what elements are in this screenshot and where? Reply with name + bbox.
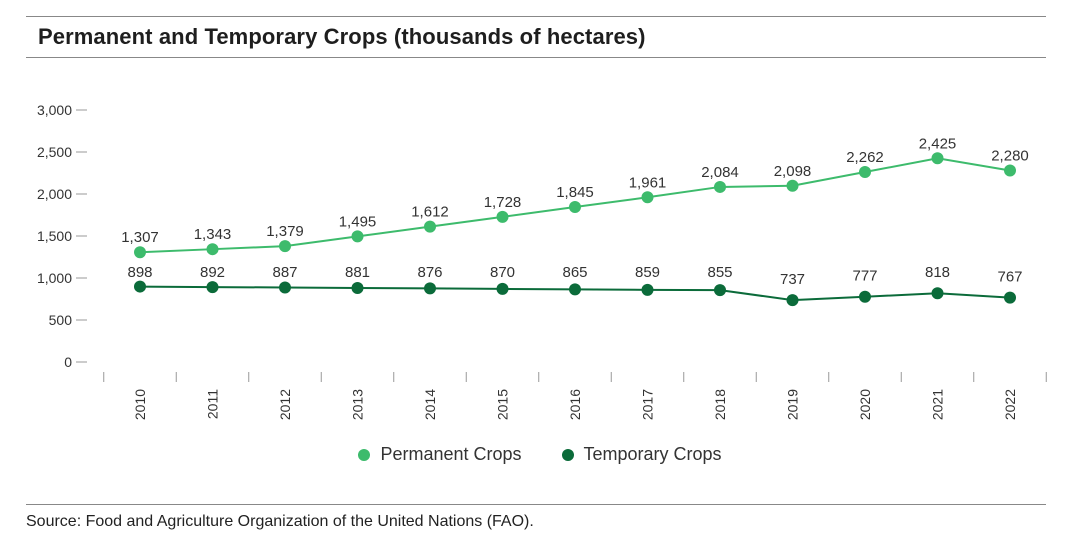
legend-item-temporary[interactable]: Temporary Crops <box>561 444 722 465</box>
x-tick-label: 2013 <box>350 389 366 420</box>
source-note: Source: Food and Agriculture Organizatio… <box>26 513 534 530</box>
data-point-permanent <box>206 243 219 256</box>
x-tick-label: 2010 <box>132 389 148 420</box>
data-point-permanent <box>714 180 726 193</box>
data-label-permanent: 1,495 <box>339 213 377 230</box>
chart-title: Permanent and Temporary Crops (thousands… <box>38 24 646 49</box>
data-point-permanent <box>569 201 581 214</box>
x-tick-label: 2011 <box>205 389 221 419</box>
x-tick-label: 2017 <box>640 389 656 420</box>
y-tick-label: 2,500 <box>37 144 72 160</box>
data-label-permanent: 1,307 <box>121 229 159 246</box>
data-point-temporary <box>134 280 146 293</box>
legend-marker-temporary <box>561 448 574 461</box>
data-label-temporary: 870 <box>490 264 515 281</box>
x-tick-label: 2018 <box>712 389 728 420</box>
legend-item-permanent[interactable]: Permanent Crops <box>358 444 522 465</box>
legend-label-temporary: Temporary Crops <box>583 444 722 464</box>
data-point-permanent <box>1004 164 1016 177</box>
data-point-temporary <box>1004 291 1016 304</box>
data-point-temporary <box>786 294 799 307</box>
data-point-temporary <box>424 282 436 295</box>
x-tick-label: 2012 <box>277 389 293 420</box>
data-point-permanent <box>279 240 291 253</box>
data-label-temporary: 818 <box>925 264 950 281</box>
data-label-permanent: 1,845 <box>556 184 594 201</box>
data-point-temporary <box>351 281 364 294</box>
x-tick-label: 2022 <box>1002 389 1018 420</box>
data-point-temporary <box>641 283 654 296</box>
x-tick-label: 2016 <box>567 389 583 420</box>
y-tick-label: 0 <box>64 354 72 370</box>
data-point-permanent <box>859 165 871 178</box>
data-point-permanent <box>351 230 364 243</box>
data-label-permanent: 2,262 <box>846 149 884 166</box>
data-label-permanent: 1,612 <box>411 204 449 221</box>
data-label-temporary: 855 <box>707 264 732 281</box>
data-point-permanent <box>424 220 436 233</box>
y-tick-label: 500 <box>49 312 73 328</box>
data-point-temporary <box>496 282 509 295</box>
data-label-permanent: 1,728 <box>484 194 522 211</box>
data-point-temporary <box>931 287 944 300</box>
legend-marker-permanent <box>358 448 371 461</box>
data-label-permanent: 1,379 <box>266 223 304 240</box>
source-rule <box>26 504 1046 505</box>
x-tick-label: 2015 <box>495 389 511 420</box>
data-label-temporary: 876 <box>417 264 442 281</box>
data-label-temporary: 892 <box>200 264 225 281</box>
data-point-permanent <box>641 191 654 204</box>
data-label-permanent: 1,343 <box>194 226 232 243</box>
x-tick-label: 2019 <box>785 389 801 420</box>
legend-label-permanent: Permanent Crops <box>380 444 522 464</box>
y-tick-label: 3,000 <box>37 102 72 118</box>
data-label-permanent: 2,098 <box>774 163 812 180</box>
x-tick-label: 2020 <box>857 389 873 420</box>
y-tick-label: 1,000 <box>37 270 72 286</box>
data-label-permanent: 2,084 <box>701 164 739 181</box>
data-point-temporary <box>569 283 581 296</box>
data-label-temporary: 767 <box>997 269 1022 286</box>
data-label-permanent: 1,961 <box>629 174 667 191</box>
data-label-temporary: 777 <box>852 268 877 285</box>
data-label-temporary: 898 <box>127 264 152 281</box>
data-point-temporary <box>206 281 219 294</box>
data-label-temporary: 859 <box>635 264 660 281</box>
y-tick-label: 1,500 <box>37 228 72 244</box>
chart-legend: Permanent Crops Temporary Crops <box>0 444 1080 465</box>
data-point-temporary <box>714 284 726 297</box>
data-point-permanent <box>786 179 799 192</box>
data-label-temporary: 887 <box>272 264 297 281</box>
x-tick-label: 2021 <box>930 389 946 420</box>
data-point-permanent <box>496 210 509 223</box>
title-rule <box>26 57 1046 58</box>
data-point-permanent <box>134 246 146 259</box>
data-point-permanent <box>931 152 944 165</box>
data-label-permanent: 2,280 <box>991 147 1029 164</box>
data-label-temporary: 737 <box>780 271 805 288</box>
data-point-temporary <box>279 281 291 294</box>
x-tick-label: 2014 <box>422 389 438 420</box>
data-label-temporary: 881 <box>345 264 370 281</box>
data-label-permanent: 2,425 <box>919 135 957 152</box>
line-chart: 0 500 1,000 1,500 2,000 2,500 3,000 2010 2011 201… <box>37 102 1047 420</box>
y-tick-label: 2,000 <box>37 186 72 202</box>
data-label-temporary: 865 <box>562 264 587 281</box>
top-rule <box>26 16 1046 17</box>
data-point-temporary <box>859 290 871 303</box>
